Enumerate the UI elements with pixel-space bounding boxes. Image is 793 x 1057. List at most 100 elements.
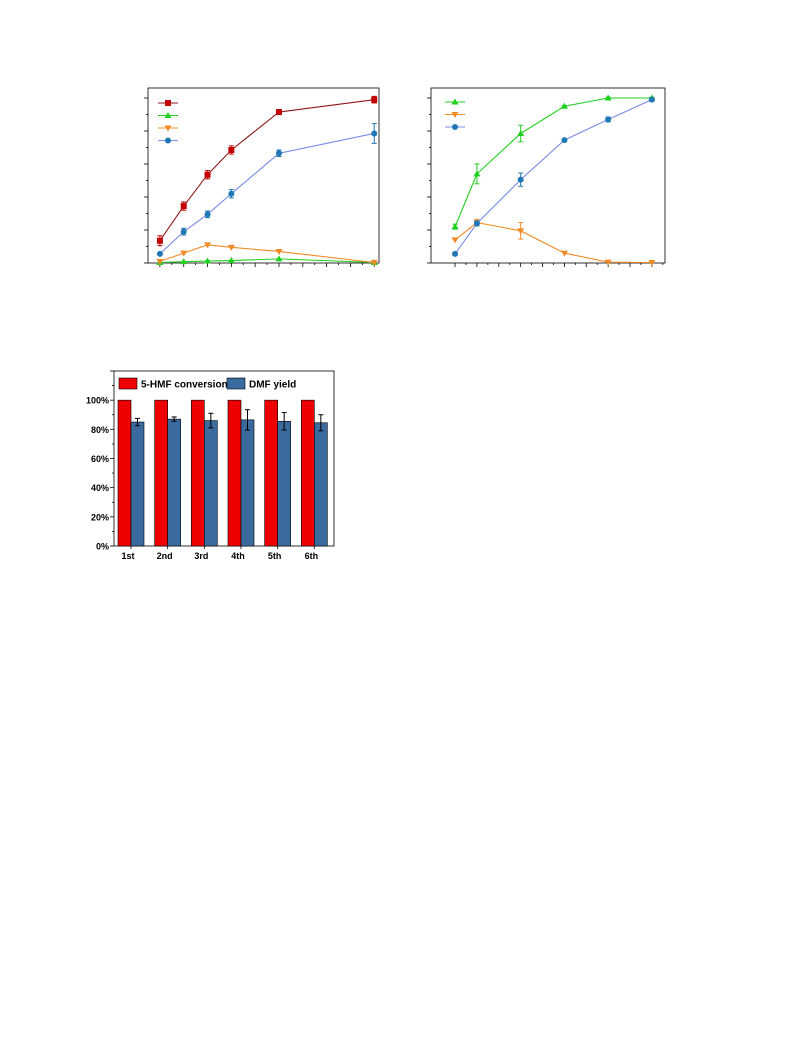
data-point-triangle-up: [227, 257, 235, 264]
series-triangle-down: [451, 218, 656, 267]
data-point-triangle-down: [451, 112, 459, 118]
legend-swatch: [118, 377, 138, 390]
bars: [117, 399, 328, 547]
data-point-triangle-down: [517, 228, 525, 235]
data-point-triangle-up: [517, 129, 525, 136]
legend: [445, 98, 465, 130]
bar-yield: [314, 422, 328, 547]
x-tick-label: 6th: [305, 551, 319, 561]
data-point-triangle-down: [164, 125, 172, 132]
data-point-square: [371, 96, 378, 103]
legend-label: DMF yield: [249, 380, 296, 391]
data-point-circle: [648, 96, 655, 103]
series-line: [454, 97, 652, 227]
y-tick-label: 40%: [91, 483, 109, 493]
series-line: [159, 258, 375, 264]
data-point-triangle-down: [227, 244, 235, 251]
bar-conversion: [154, 399, 168, 547]
bar-yield: [277, 421, 291, 547]
series-lines: [451, 94, 656, 267]
bar-yield: [204, 420, 218, 547]
bar-yield: [167, 418, 181, 547]
data-point-triangle-up: [275, 255, 283, 262]
data-point-circle: [156, 250, 163, 257]
data-point-circle: [452, 124, 458, 130]
data-point-triangle-down: [204, 242, 212, 249]
legend-label: 5-HMF conversion: [141, 380, 228, 391]
data-point-square: [156, 237, 163, 244]
y-tick-label: 20%: [91, 512, 109, 522]
data-point-circle: [517, 176, 524, 183]
plot-area-frame: [430, 87, 666, 264]
data-point-circle: [275, 150, 282, 157]
series-square: [156, 95, 378, 247]
line-chart-left: [144, 87, 380, 267]
series-lines: [156, 95, 378, 267]
data-point-triangle-down: [156, 258, 164, 265]
data-point-triangle-up: [180, 258, 188, 265]
data-point-circle: [180, 228, 187, 235]
series-line: [159, 244, 375, 264]
data-point-circle: [165, 137, 171, 144]
legend: 5-HMF conversion DMF yield: [118, 377, 296, 391]
axis-ticks: 0% 20% 40% 60% 80% 100% 1st 2nd 3rd 4th 5th 6th: [86, 370, 319, 561]
data-point-square: [275, 109, 282, 116]
series-circle: [452, 96, 655, 257]
data-point-square: [228, 146, 235, 153]
bar-conversion: [227, 399, 242, 547]
bar-conversion: [191, 399, 205, 547]
data-point-triangle-down: [370, 260, 378, 267]
data-point-triangle-up: [604, 94, 612, 101]
data-point-triangle-up: [451, 98, 459, 105]
line-chart-right: [427, 87, 666, 267]
data-point-triangle-up: [560, 102, 568, 109]
series-line: [454, 221, 652, 264]
axis-ticks: [144, 97, 375, 267]
bar-conversion: [301, 399, 315, 547]
data-point-circle: [452, 250, 459, 257]
data-point-triangle-up: [451, 223, 459, 230]
series-line: [159, 99, 375, 242]
x-tick-label: 4th: [231, 551, 245, 561]
data-point-triangle-down: [275, 248, 283, 255]
series-circle: [156, 123, 378, 257]
legend-swatch: [226, 377, 246, 390]
data-point-triangle-down: [560, 250, 568, 257]
data-point-triangle-down: [180, 250, 188, 257]
bar-conversion: [117, 399, 132, 547]
data-point-square: [180, 203, 187, 210]
axis-ticks: [427, 97, 664, 267]
data-point-triangle-up: [473, 170, 481, 177]
series-triangle-down: [156, 242, 378, 267]
data-point-square: [204, 171, 211, 178]
data-point-circle: [204, 211, 211, 218]
data-point-circle: [473, 220, 480, 227]
data-point-circle: [605, 116, 612, 123]
y-tick-label: 80%: [91, 425, 109, 435]
x-tick-label: 2nd: [157, 551, 173, 561]
data-point-circle: [228, 190, 235, 197]
series-line: [159, 132, 375, 255]
data-point-triangle-down: [451, 237, 459, 244]
bar-conversion: [264, 399, 278, 547]
plot-area-frame: [147, 87, 380, 264]
y-tick-label: 100%: [86, 396, 109, 406]
data-point-circle: [561, 137, 568, 144]
y-tick-label: 60%: [91, 454, 109, 464]
bar-yield: [240, 419, 255, 547]
y-tick-label: 0%: [96, 542, 109, 552]
data-point-triangle-down: [604, 259, 612, 266]
plot-area-frame: [113, 370, 335, 547]
series-line: [454, 99, 653, 255]
data-point-triangle-up: [164, 112, 172, 118]
x-tick-label: 1st: [121, 551, 134, 561]
x-tick-label: 3rd: [194, 551, 208, 561]
bar-chart-recycling: 0% 20% 40% 60% 80% 100% 1st 2nd 3rd 4th 5th 6th 5-H…: [86, 370, 335, 561]
data-point-triangle-down: [648, 260, 656, 267]
legend: [158, 100, 178, 144]
data-point-circle: [371, 130, 378, 137]
x-tick-label: 5th: [268, 551, 282, 561]
bar-yield: [130, 421, 145, 547]
series-triangle-up: [451, 94, 656, 230]
